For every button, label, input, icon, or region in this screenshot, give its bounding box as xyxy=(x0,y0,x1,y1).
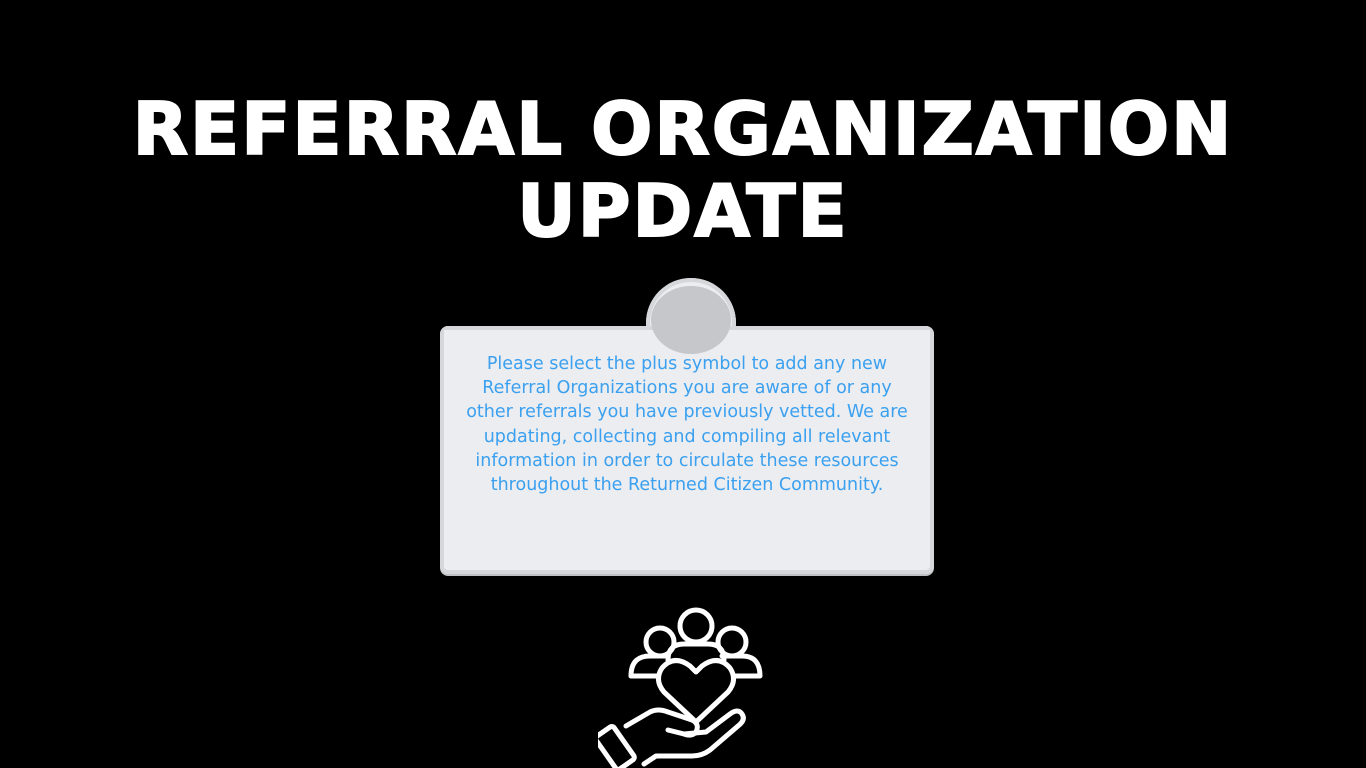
page-title: REFERRAL ORGANIZATION UPDATE xyxy=(0,87,1366,253)
card-message: Please select the plus symbol to add any… xyxy=(466,354,908,496)
plus-symbol-button[interactable] xyxy=(651,286,731,354)
page-title-line-1: REFERRAL ORGANIZATION xyxy=(132,87,1234,171)
card-body xyxy=(440,326,934,574)
info-card: Please select the plus symbol to add any… xyxy=(440,278,934,578)
community-care-icon xyxy=(598,607,763,768)
page-title-line-2: UPDATE xyxy=(516,169,849,253)
